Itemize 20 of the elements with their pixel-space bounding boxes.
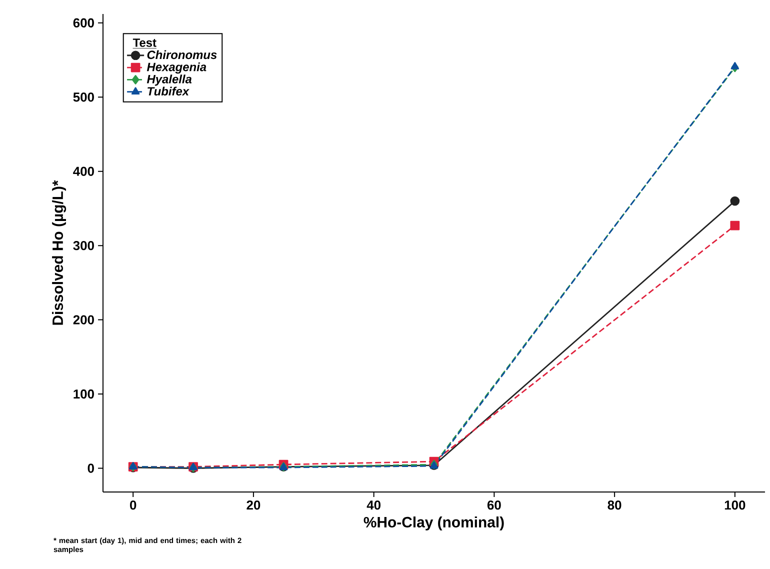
legend-label: Hyalella — [146, 74, 192, 86]
y-axis-title: Dissolved Ho (µg/L)* — [52, 180, 66, 325]
x-tick-label: 20 — [246, 500, 260, 510]
x-tick-label: 0 — [130, 500, 136, 510]
x-tick-label: 100 — [724, 500, 746, 510]
y-tick-label: 400 — [73, 166, 94, 176]
x-tick-label: 60 — [487, 500, 501, 510]
y-tick-label: 200 — [73, 315, 94, 324]
legend-label: Hexagenia — [146, 62, 206, 74]
x-tick-label: 80 — [608, 500, 622, 510]
x-axis-title: %Ho-Clay (nominal) — [364, 516, 504, 530]
y-tick-label: 500 — [73, 92, 94, 102]
legend-label: Chironomus — [147, 50, 217, 60]
y-tick-label: 0 — [88, 464, 94, 473]
y-tick-label: 600 — [73, 18, 94, 28]
x-tick-label: 40 — [366, 500, 380, 510]
y-tick-label: 100 — [74, 389, 94, 399]
legend-title: Test — [132, 38, 156, 47]
y-tick-label: 300 — [73, 240, 94, 250]
legend-label: Tubifex — [148, 86, 190, 96]
